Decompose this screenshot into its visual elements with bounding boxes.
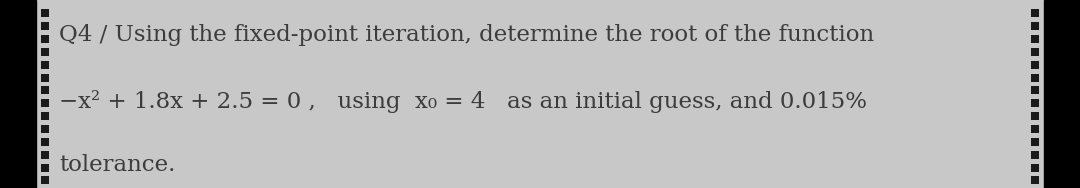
Bar xyxy=(0,0,36,188)
Text: −x² + 1.8x + 2.5 = 0 ,   using  x₀ = 4   as an initial guess, and 0.015%: −x² + 1.8x + 2.5 = 0 , using x₀ = 4 as a… xyxy=(59,90,867,113)
Text: tolerance.: tolerance. xyxy=(59,154,176,176)
Text: Q4 / Using the fixed-point iteration, determine the root of the function: Q4 / Using the fixed-point iteration, de… xyxy=(59,24,875,46)
Bar xyxy=(1044,0,1080,188)
